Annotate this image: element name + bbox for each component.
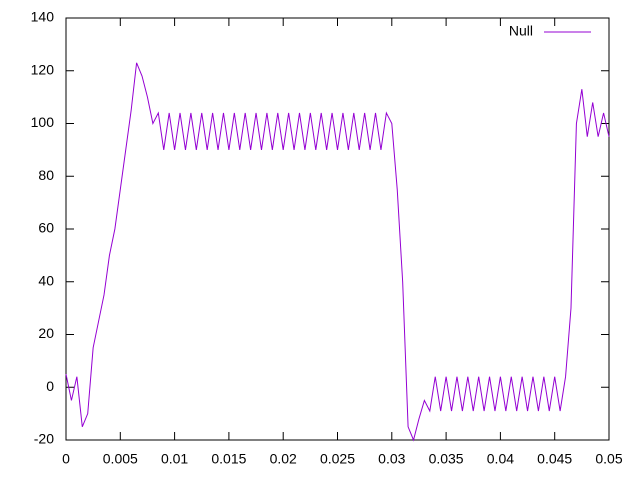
y-tick-label: 100 xyxy=(31,114,55,130)
legend-label: Null xyxy=(509,23,533,39)
y-tick-label: 80 xyxy=(38,167,54,183)
x-tick-label: 0.015 xyxy=(211,451,246,467)
y-tick-label: 60 xyxy=(38,220,54,236)
x-tick-label: 0.05 xyxy=(595,451,622,467)
x-tick-label: 0.01 xyxy=(161,451,188,467)
y-tick-label: 120 xyxy=(31,61,55,77)
x-tick-label: 0.04 xyxy=(487,451,514,467)
y-tick-label: 140 xyxy=(31,9,55,25)
x-tick-label: 0.02 xyxy=(270,451,297,467)
x-tick-label: 0.03 xyxy=(378,451,405,467)
x-tick-label: 0.025 xyxy=(320,451,355,467)
x-tick-label: 0.045 xyxy=(537,451,572,467)
y-tick-label: 20 xyxy=(38,325,54,341)
x-tick-label: 0 xyxy=(62,451,70,467)
y-tick-label: -20 xyxy=(34,431,54,447)
y-tick-label: 0 xyxy=(46,378,54,394)
y-tick-label: 40 xyxy=(38,272,54,288)
data-line xyxy=(65,62,610,442)
x-tick-label: 0.035 xyxy=(429,451,464,467)
x-tick-label: 0.005 xyxy=(103,451,138,467)
plot-border xyxy=(65,17,610,441)
